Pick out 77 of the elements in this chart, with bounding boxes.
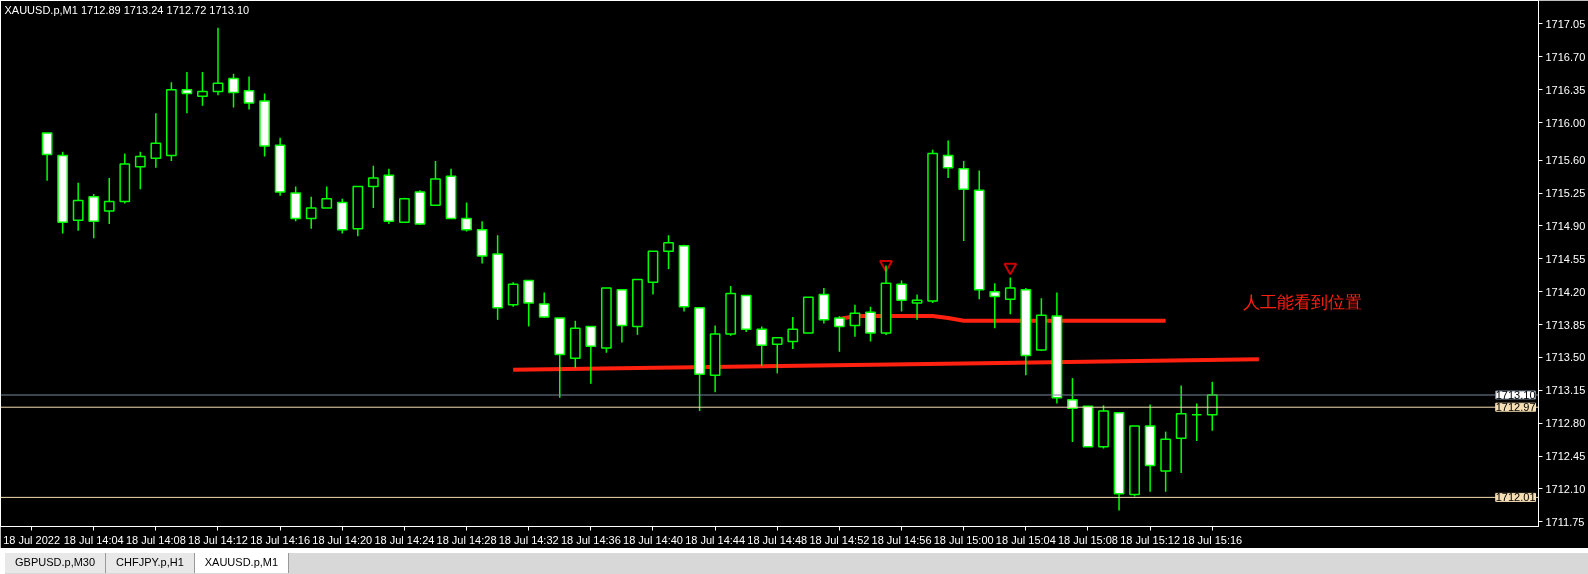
x-tick-label: 18 Jul 14:52 <box>809 533 870 546</box>
candlestick <box>756 325 768 367</box>
candlestick <box>150 112 162 169</box>
y-tick-label: 1712.10 <box>1545 482 1586 495</box>
x-tick-label: 18 Jul 15:04 <box>995 533 1056 546</box>
x-tick-label: 18 Jul 14:44 <box>685 533 746 546</box>
y-tick-label: 1715.60 <box>1545 154 1586 167</box>
y-tick-label: 1713.85 <box>1545 318 1586 331</box>
x-tick-label: 18 Jul 15:12 <box>1120 533 1181 546</box>
candlestick <box>787 316 799 350</box>
x-tick-label: 18 Jul 14:12 <box>188 533 248 546</box>
candlestick <box>942 139 954 179</box>
candlestick <box>507 281 519 308</box>
x-tick-label: 18 Jul 15:08 <box>1058 533 1118 546</box>
y-tick-label: 1715.25 <box>1545 187 1586 200</box>
candlestick <box>103 177 115 225</box>
text: CHFJPY.p,H1 <box>106 553 195 573</box>
candlestick <box>367 165 379 209</box>
x-tick-label: 18 Jul 14:56 <box>871 533 932 546</box>
text: XAUUSD.p,M1 <box>194 553 290 573</box>
annotation: 人工能看到位置 <box>1243 291 1363 312</box>
y-tick-label: 1714.90 <box>1545 219 1586 232</box>
candlestick <box>197 71 208 107</box>
ref-line-label: 1712.01 <box>1495 491 1536 504</box>
x-tick-label: 18 Jul 2022 <box>3 533 61 546</box>
x-tick-label: 18 Jul 15:00 <box>933 533 994 546</box>
candlestick <box>585 325 597 385</box>
candlestick <box>989 282 1001 330</box>
y-tick-label: 1714.20 <box>1545 285 1586 298</box>
candlestick <box>896 279 907 313</box>
candlestick <box>461 201 472 233</box>
y-tick-label: 1713.15 <box>1545 384 1586 397</box>
candlestick <box>134 150 146 191</box>
y-tick-label: 1712.80 <box>1545 417 1586 430</box>
x-tick-label: 18 Jul 14:08 <box>125 533 186 546</box>
ref-line-label: 1713.10 <box>1495 389 1536 401</box>
x-tick-label: 18 Jul 14:28 <box>436 533 497 546</box>
candlestick <box>305 196 317 230</box>
y-tick-label: 1713.50 <box>1545 351 1586 364</box>
x-tick-label: 18 Jul 14:04 <box>63 533 124 546</box>
x-tick-label: 18 Jul 14:48 <box>747 533 808 546</box>
candlestick <box>958 160 970 242</box>
candlestick <box>865 305 876 343</box>
text: GBPUSD.p,M30 <box>5 553 107 573</box>
candlestick <box>663 234 674 270</box>
y-tick-label: 1716.35 <box>1545 83 1586 96</box>
y-tick-label: 1717.05 <box>1545 17 1586 30</box>
candlestick <box>1004 276 1016 315</box>
candlestick <box>212 26 224 97</box>
candlestick <box>771 336 783 375</box>
candlestick <box>523 279 535 328</box>
candlestick <box>1191 402 1203 442</box>
ref-line-label: 1712.97 <box>1495 401 1536 414</box>
x-tick-label: 18 Jul 14:40 <box>623 533 683 546</box>
candlestick <box>181 71 193 114</box>
x-tick-label: 18 Jul 14:16 <box>250 533 311 546</box>
x-tick-label: 18 Jul 15:16 <box>1182 533 1243 546</box>
y-tick-label: 1712.45 <box>1545 450 1586 463</box>
x-tick-label: 18 Jul 14:20 <box>312 533 373 546</box>
candlestick <box>41 132 53 182</box>
candlestick <box>228 73 239 109</box>
candlestick <box>243 75 255 111</box>
y-tick-label: 1711.75 <box>1545 515 1585 528</box>
candlestick <box>1067 377 1078 443</box>
y-tick-label: 1716.70 <box>1545 50 1586 63</box>
chart-title: XAUUSD.p,M1 1712.89 1713.24 1712.72 1713.10 <box>4 3 250 16</box>
candlestick <box>911 293 923 321</box>
candlestick <box>834 315 845 353</box>
candlestick <box>321 185 333 209</box>
y-tick-label: 1716.00 <box>1545 116 1586 129</box>
x-tick-label: 18 Jul 14:24 <box>374 533 435 546</box>
candlestick <box>399 197 410 223</box>
x-tick-label: 18 Jul 14:36 <box>560 533 621 546</box>
candlestick <box>538 291 550 319</box>
y-tick-label: 1714.55 <box>1545 252 1586 265</box>
x-tick-label: 18 Jul 14:32 <box>498 533 559 546</box>
candlestick <box>72 181 84 232</box>
